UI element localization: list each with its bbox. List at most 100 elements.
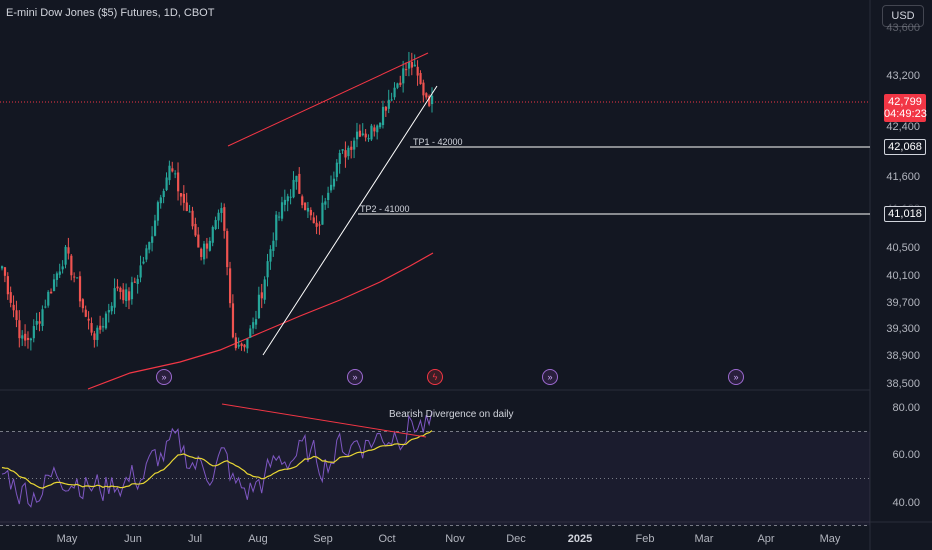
candle-body (223, 207, 226, 231)
candle-body (335, 162, 338, 178)
candle-body (347, 147, 350, 157)
candle-body (177, 172, 180, 192)
candle-body (410, 62, 413, 68)
candle-body (405, 69, 408, 71)
candle-body (355, 131, 359, 140)
candle-body (168, 165, 171, 181)
rsi-axis-label: 40.00 (892, 497, 920, 509)
candle-body (286, 196, 289, 202)
candle-body (197, 234, 200, 248)
candle-body (142, 261, 145, 264)
candle-body (21, 335, 24, 339)
candle-body (315, 222, 318, 227)
candle-body (298, 173, 301, 194)
candle-body (332, 178, 336, 187)
candle-body (136, 278, 139, 284)
candle-body (387, 99, 390, 109)
candle-body (390, 99, 393, 101)
time-axis-label: May (819, 533, 841, 545)
candle-body (162, 190, 165, 198)
candle-body (188, 211, 191, 213)
candle-body (211, 227, 214, 243)
candle-body (419, 73, 422, 85)
candle-body (127, 291, 131, 301)
candle-body (182, 193, 186, 203)
candle-body (24, 333, 27, 341)
candle-body (194, 223, 197, 236)
candle-body (191, 210, 194, 227)
candle-body (3, 267, 7, 276)
candle-body (381, 106, 385, 126)
candle-body (344, 150, 347, 158)
candle-body (96, 327, 99, 340)
price-axis-label: 38,900 (886, 350, 920, 362)
candle-body (269, 249, 272, 262)
tp1-label[interactable]: TP1 - 42000 (413, 137, 463, 147)
candle-body (252, 322, 255, 329)
candle-body (243, 344, 246, 348)
candle-body (50, 291, 53, 294)
candle-body (32, 326, 35, 339)
price-axis-label: 40,100 (886, 270, 920, 282)
candle-body (370, 125, 373, 140)
candle-body (361, 133, 364, 136)
candle-body (402, 68, 405, 84)
rsi-band (0, 431, 870, 526)
candle-body (341, 149, 344, 151)
candle-body (165, 177, 168, 191)
time-axis-label: Dec (506, 533, 526, 545)
economic-event-icon[interactable]: » (728, 369, 744, 385)
candle-body (422, 82, 425, 96)
candle-body (237, 344, 240, 347)
candle-body (321, 202, 324, 225)
candle-body (428, 95, 431, 106)
earnings-flash-icon[interactable]: ϟ (427, 369, 443, 385)
candle-body (367, 138, 370, 140)
candle-body (416, 66, 419, 76)
candle-body (364, 133, 367, 138)
candle-body (102, 326, 105, 328)
tp2-label[interactable]: TP2 - 41000 (360, 204, 410, 214)
candle-body (304, 202, 307, 211)
candle-body (384, 106, 388, 111)
rsi-axis-label: 80.00 (892, 402, 920, 414)
candle-body (139, 265, 142, 278)
currency-button[interactable]: USD (882, 5, 924, 27)
price-axis-label: 38,500 (886, 378, 920, 390)
candle-body (329, 184, 333, 191)
candle-body (179, 193, 183, 197)
candle-body (6, 276, 9, 295)
candle-body (70, 255, 73, 276)
candle-body (226, 231, 229, 268)
tp1-price-tag: 42,068 (884, 139, 926, 155)
economic-event-icon[interactable]: » (542, 369, 558, 385)
candle-body (15, 310, 18, 321)
candle-body (73, 276, 76, 278)
candle-body (116, 286, 119, 289)
candle-body (350, 146, 353, 150)
economic-event-icon[interactable]: » (347, 369, 363, 385)
candle-body (1, 266, 4, 269)
economic-event-icon[interactable]: » (156, 369, 172, 385)
candle-body (318, 224, 321, 226)
candle-body (203, 243, 206, 260)
rsi-axis-label: 60.00 (892, 449, 920, 461)
candle-body (214, 220, 217, 230)
candle-body (171, 168, 174, 172)
bar-countdown: 04:49:23 (884, 108, 927, 120)
candle-body (266, 261, 269, 278)
rsi-annotation[interactable]: Bearish Divergence on daily (389, 409, 514, 420)
candle-body (78, 276, 82, 302)
candle-body (249, 328, 252, 338)
candle-body (93, 333, 96, 340)
candle-body (200, 248, 203, 257)
price-axis-label: 41,600 (886, 171, 920, 183)
candle-body (324, 201, 327, 205)
candle-body (145, 248, 148, 260)
rsi-line (1, 411, 433, 508)
candle-body (393, 87, 396, 98)
candle-body (110, 305, 113, 312)
candle-body (275, 214, 278, 241)
